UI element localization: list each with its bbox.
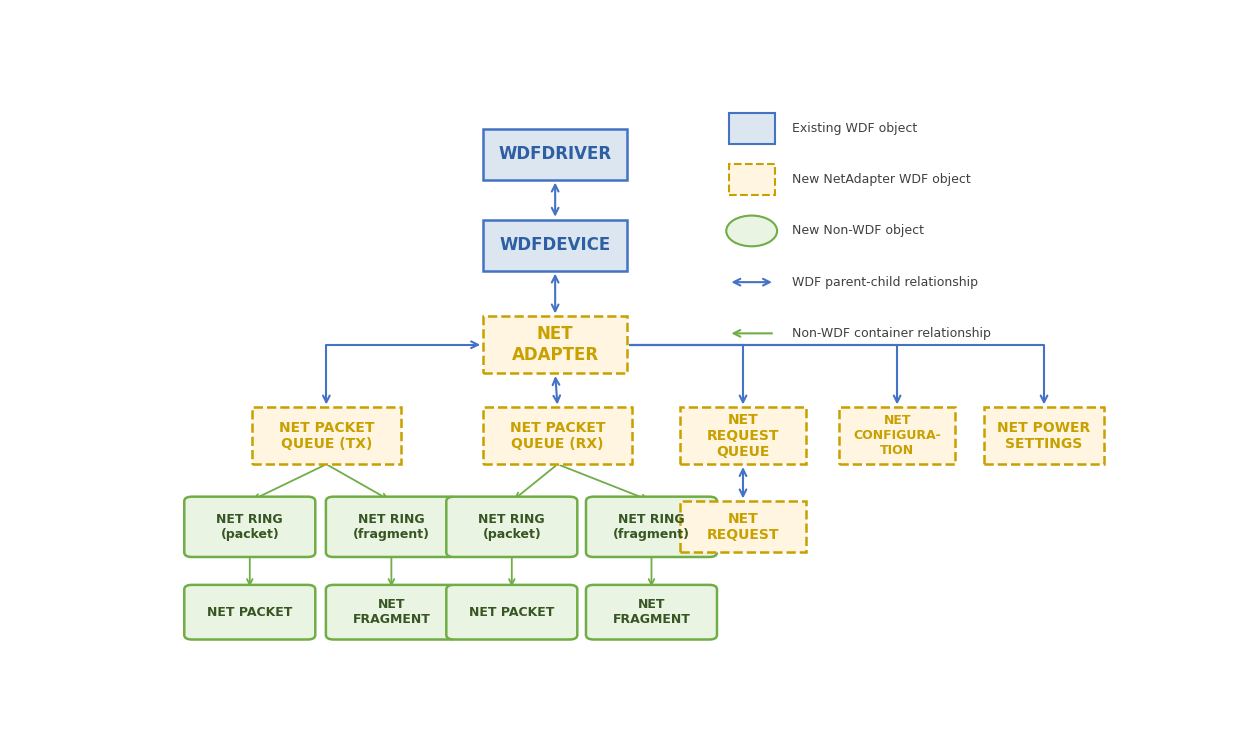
FancyBboxPatch shape xyxy=(728,164,774,195)
Text: NET RING
(packet): NET RING (packet) xyxy=(216,513,283,541)
FancyBboxPatch shape xyxy=(839,407,955,464)
Text: NET PACKET
QUEUE (TX): NET PACKET QUEUE (TX) xyxy=(278,420,374,451)
Text: WDFDRIVER: WDFDRIVER xyxy=(498,145,612,163)
Text: New NetAdapter WDF object: New NetAdapter WDF object xyxy=(792,173,971,186)
FancyBboxPatch shape xyxy=(984,407,1104,464)
FancyBboxPatch shape xyxy=(446,497,577,557)
Text: WDFDEVICE: WDFDEVICE xyxy=(500,236,610,254)
Text: NET PACKET: NET PACKET xyxy=(208,606,292,619)
FancyBboxPatch shape xyxy=(326,585,457,639)
Ellipse shape xyxy=(726,216,777,246)
Text: Non-WDF container relationship: Non-WDF container relationship xyxy=(792,327,991,340)
FancyBboxPatch shape xyxy=(482,219,628,270)
Text: NET
FRAGMENT: NET FRAGMENT xyxy=(613,598,690,626)
Text: NET RING
(fragment): NET RING (fragment) xyxy=(353,513,430,541)
Text: NET RING
(fragment): NET RING (fragment) xyxy=(613,513,690,541)
FancyBboxPatch shape xyxy=(680,407,805,464)
FancyBboxPatch shape xyxy=(585,585,717,639)
FancyBboxPatch shape xyxy=(326,497,457,557)
Text: NET
REQUEST
QUEUE: NET REQUEST QUEUE xyxy=(707,412,779,459)
FancyBboxPatch shape xyxy=(251,407,401,464)
FancyBboxPatch shape xyxy=(184,585,316,639)
Text: NET
FRAGMENT: NET FRAGMENT xyxy=(353,598,430,626)
Text: NET
CONFIGURA-
TION: NET CONFIGURA- TION xyxy=(853,415,941,457)
FancyBboxPatch shape xyxy=(446,585,577,639)
Text: NET PACKET
QUEUE (RX): NET PACKET QUEUE (RX) xyxy=(510,420,605,451)
FancyBboxPatch shape xyxy=(482,129,628,180)
Text: NET POWER
SETTINGS: NET POWER SETTINGS xyxy=(997,420,1090,451)
Text: NET
ADAPTER: NET ADAPTER xyxy=(512,325,599,364)
Text: NET RING
(packet): NET RING (packet) xyxy=(479,513,546,541)
FancyBboxPatch shape xyxy=(585,497,717,557)
FancyBboxPatch shape xyxy=(184,497,316,557)
Text: New Non-WDF object: New Non-WDF object xyxy=(792,225,924,237)
Text: NET
REQUEST: NET REQUEST xyxy=(707,511,779,542)
Text: Existing WDF object: Existing WDF object xyxy=(792,122,917,135)
FancyBboxPatch shape xyxy=(728,113,774,144)
FancyBboxPatch shape xyxy=(482,316,628,373)
Text: WDF parent-child relationship: WDF parent-child relationship xyxy=(792,276,978,289)
FancyBboxPatch shape xyxy=(482,407,633,464)
FancyBboxPatch shape xyxy=(680,501,805,553)
Text: NET PACKET: NET PACKET xyxy=(469,606,554,619)
